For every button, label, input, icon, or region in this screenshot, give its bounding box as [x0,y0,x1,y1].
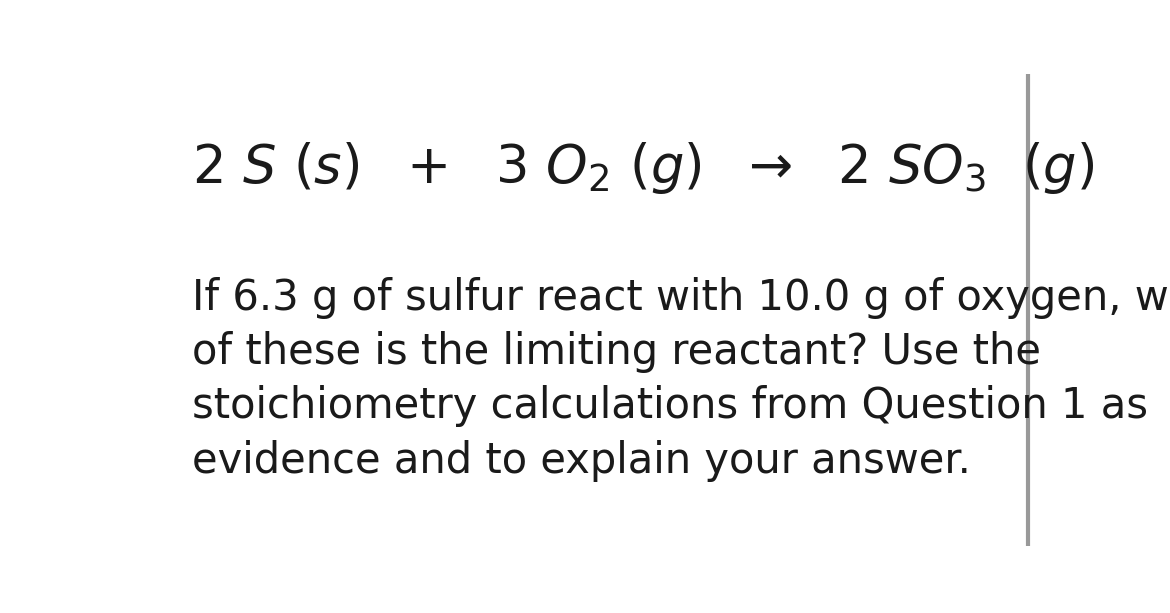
Text: If 6.3 g of sulfur react with 10.0 g of oxygen, which: If 6.3 g of sulfur react with 10.0 g of … [192,276,1170,319]
Text: of these is the limiting reactant? Use the: of these is the limiting reactant? Use t… [192,331,1040,373]
Text: $2\ \mathit{S}\ \mathit{(s)}\ \ +\ \ 3\ \mathit{O}_{2}\ \mathit{(g)}\ \ \rightar: $2\ \mathit{S}\ \mathit{(s)}\ \ +\ \ 3\ … [192,140,1094,196]
Text: evidence and to explain your answer.: evidence and to explain your answer. [192,440,970,482]
Text: stoichiometry calculations from Question 1 as: stoichiometry calculations from Question… [192,386,1148,427]
